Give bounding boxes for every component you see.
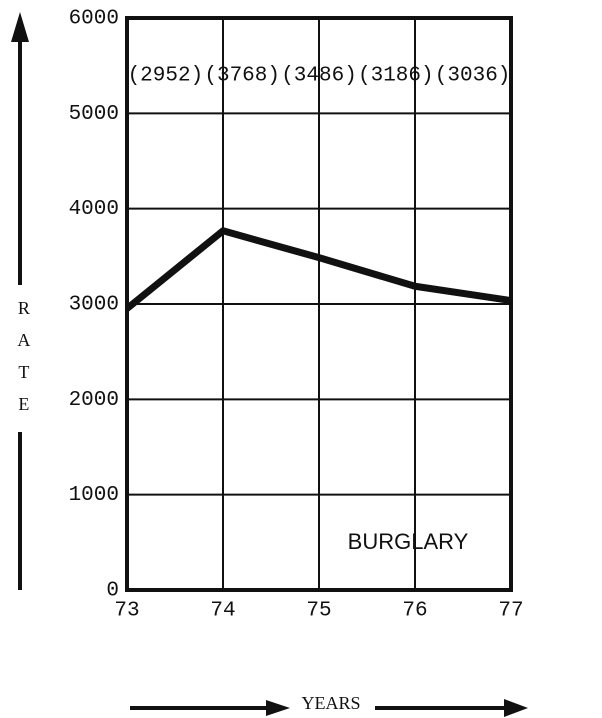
axis-arrowhead xyxy=(504,699,528,717)
y-tick-label: 3000 xyxy=(69,294,119,317)
y-tick-label: 6000 xyxy=(69,8,119,31)
x-tick-label: 73 xyxy=(114,600,139,623)
x-axis-label: YEARS xyxy=(301,693,360,713)
axis-arrowhead xyxy=(11,12,29,42)
value-label: (3486) xyxy=(281,65,357,88)
x-tick-label: 74 xyxy=(210,600,235,623)
y-tick-label: 0 xyxy=(106,580,119,603)
data-line xyxy=(124,227,512,312)
y-tick-label: 5000 xyxy=(69,103,119,126)
plot-border xyxy=(125,16,513,592)
value-label: (3036) xyxy=(435,65,511,88)
y-tick-label: 1000 xyxy=(69,484,119,507)
x-tick-label: 76 xyxy=(402,600,427,623)
value-label: (2952) xyxy=(128,65,204,88)
axis-arrowhead xyxy=(266,700,290,716)
x-tick-label: 77 xyxy=(498,600,523,623)
y-axis-label: RATE xyxy=(14,298,34,426)
y-tick-label: 4000 xyxy=(69,198,119,221)
value-label: (3768) xyxy=(204,65,280,88)
value-label: (3186) xyxy=(358,65,434,88)
y-tick-label: 2000 xyxy=(69,389,119,412)
x-tick-label: 75 xyxy=(306,600,331,623)
series-label: BURGLARY xyxy=(348,529,469,554)
